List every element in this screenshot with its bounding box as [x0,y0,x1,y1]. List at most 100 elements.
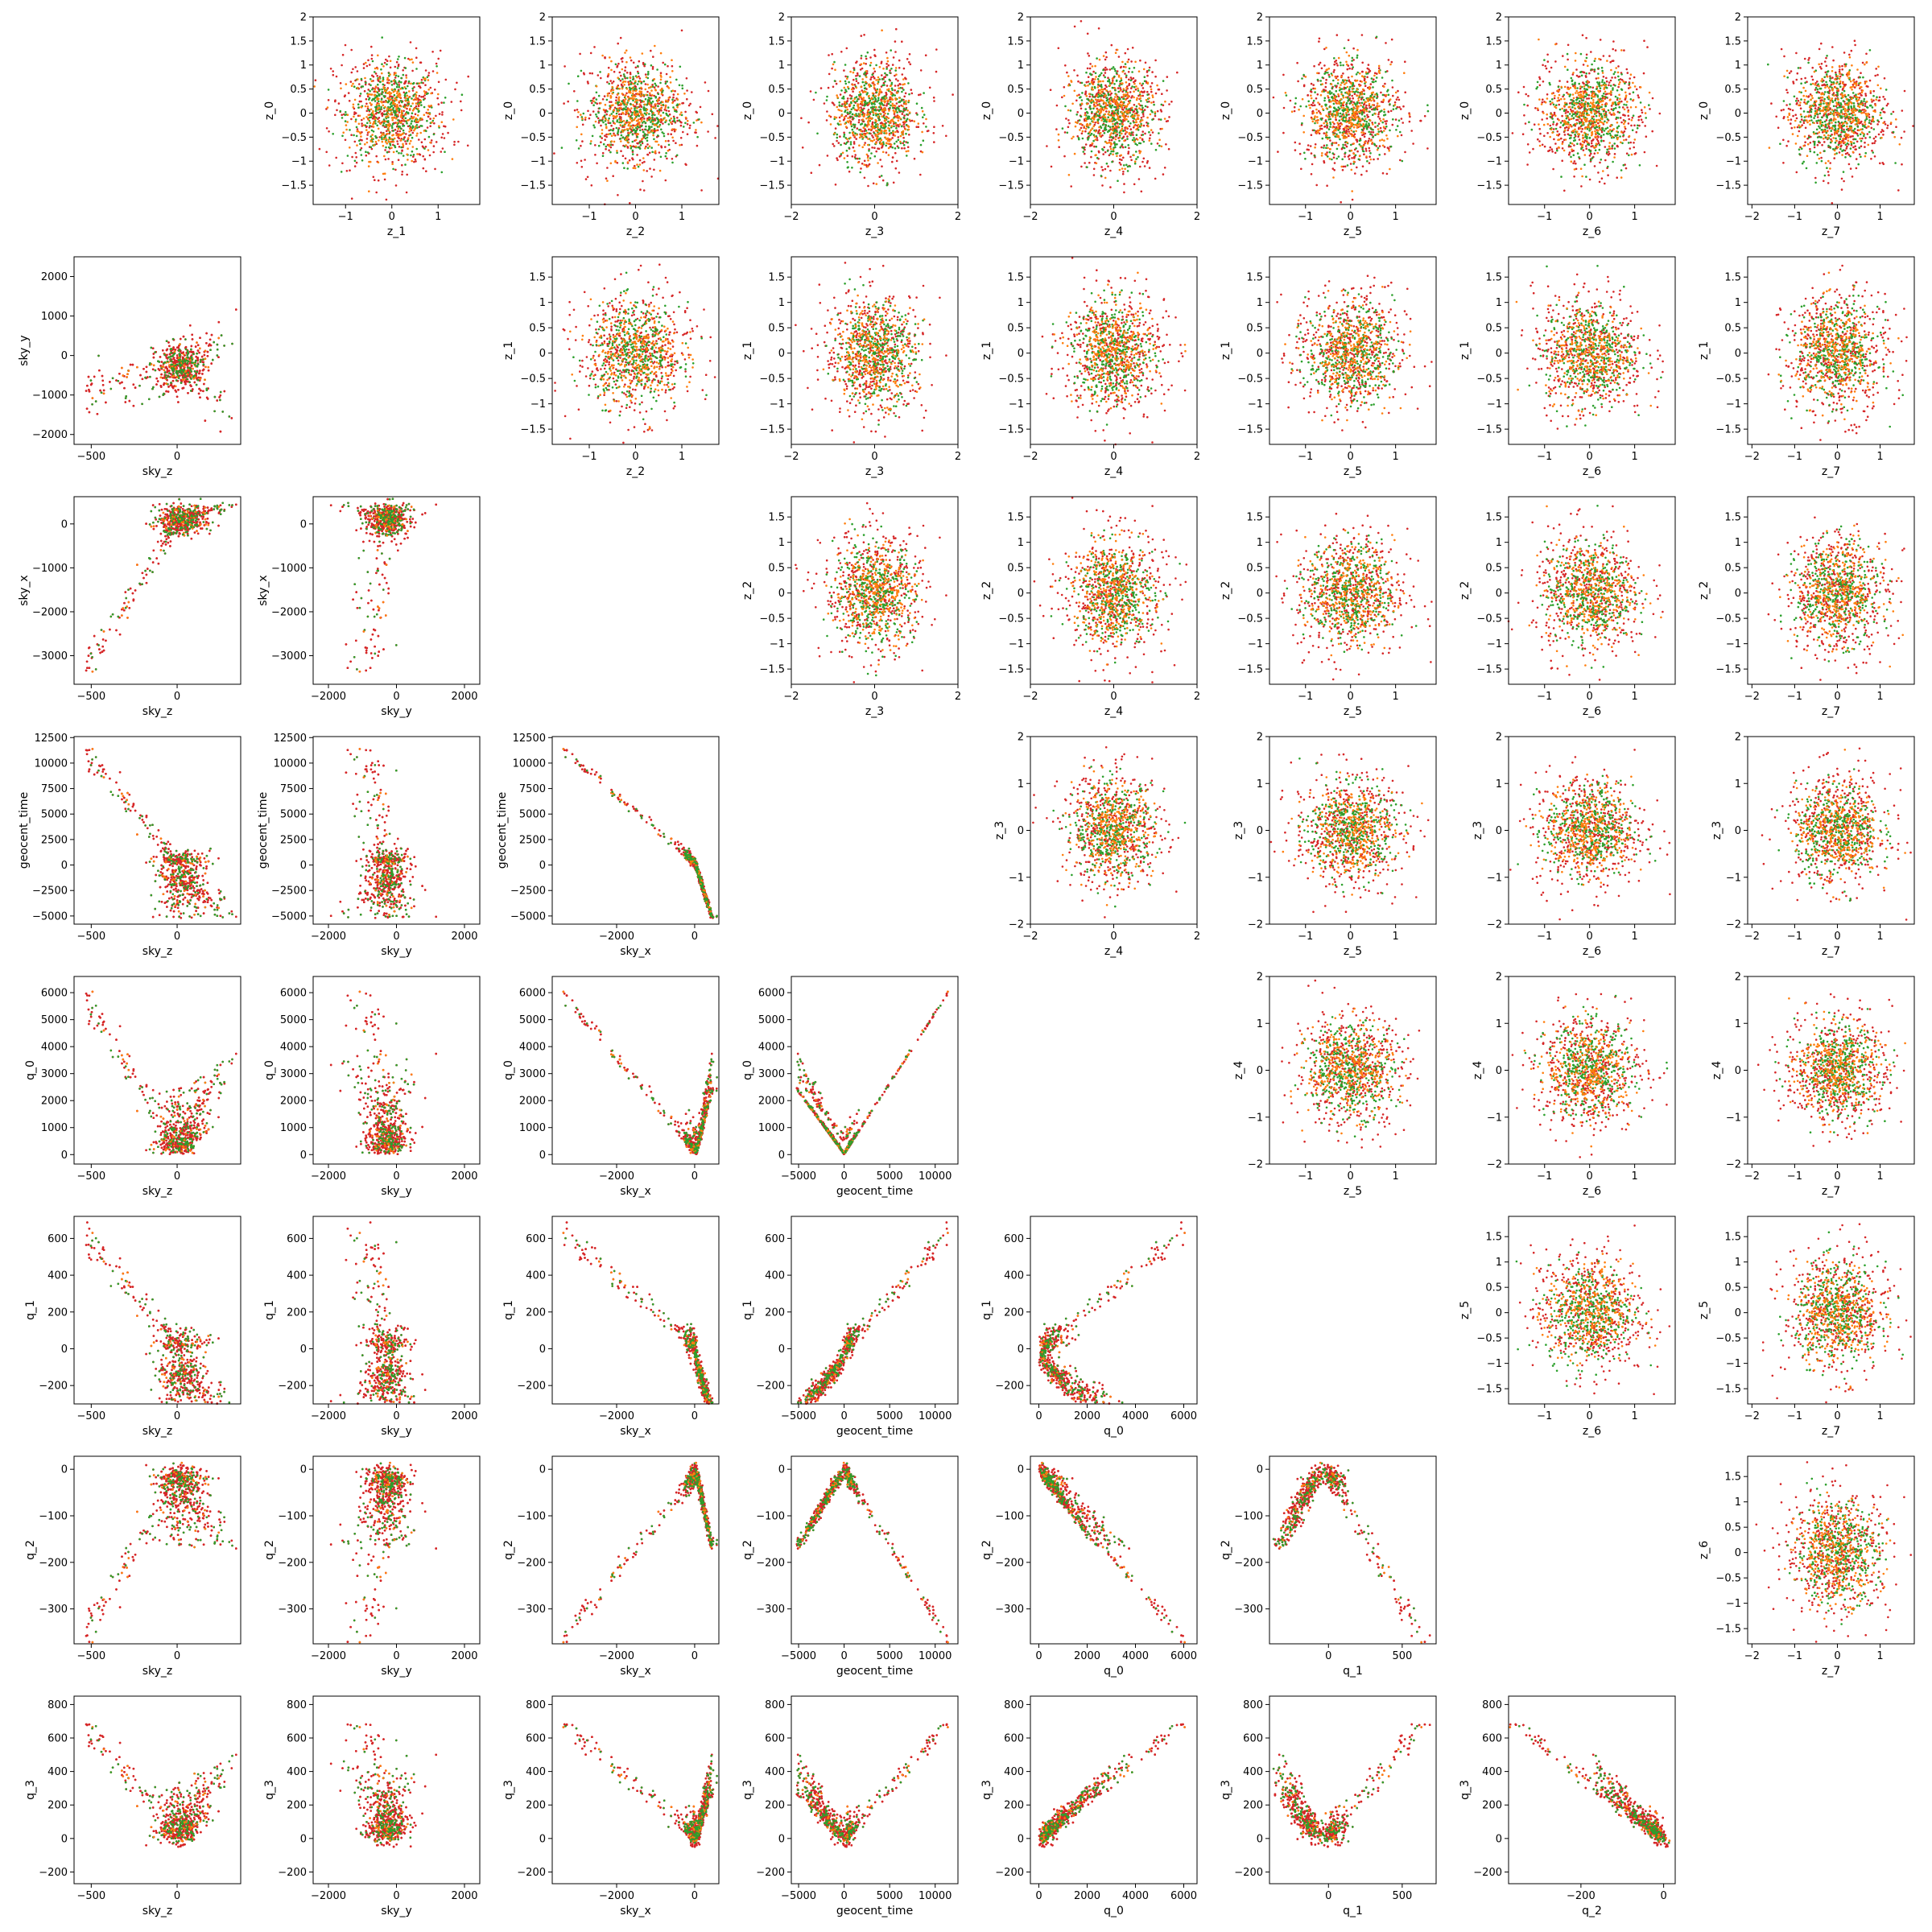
scatter-point [407,95,409,97]
scatter-point [377,108,379,110]
scatter-point [341,117,344,119]
scatter-point [553,152,555,155]
scatter-point [355,118,357,121]
scatter-point [654,83,656,85]
scatter-point [413,99,415,101]
scatter-point [313,85,316,88]
scatter-point [632,141,634,143]
scatter-point [652,66,654,68]
scatter-point [371,89,374,91]
scatter-point [626,72,629,74]
scatter-point [406,122,408,125]
scatter-point [610,125,613,127]
scatter-point [620,37,622,39]
scatter-point [412,95,415,97]
scatter-point [676,105,679,107]
scatter-point [411,88,414,90]
scatter-point [423,114,426,117]
scatter-point [695,111,697,114]
scatter-point [636,154,638,156]
scatter-point [404,82,407,85]
scatter-point [411,102,414,105]
scatter-point [650,175,653,178]
scatter-point [427,149,430,151]
scatter-point [345,83,348,85]
scatter-point [415,159,417,161]
scatter-point [383,134,386,136]
scatter-point [382,105,385,107]
scatter-point [671,98,674,101]
scatter-point [568,83,570,85]
scatter-point [392,123,394,126]
scatter-point [417,114,419,117]
scatter-point [386,133,389,135]
scatter-point [415,96,417,98]
scatter-point [660,145,663,147]
scatter-point [380,123,382,126]
scatter-point [609,133,612,135]
scatter-point [364,90,366,93]
scatter-point [411,151,414,153]
scatter-point [360,135,362,138]
scatter-point [580,145,582,147]
scatter-point [611,82,613,85]
scatter-point [686,89,688,92]
scatter-point [370,46,373,48]
scatter-point [341,114,343,116]
scatter-point [581,140,584,142]
scatter-point [602,155,605,157]
scatter-point [443,101,445,104]
scatter-point [407,119,409,122]
scatter-point [377,55,379,57]
scatter-point [563,102,565,105]
scatter-point [618,114,621,116]
scatter-point [642,180,644,183]
scatter-point [372,112,374,114]
scatter-point [394,76,397,79]
scatter-point [336,76,338,78]
scatter-point [383,155,386,158]
scatter-point [375,137,378,139]
scatter-point [400,147,402,149]
scatter-point [355,121,357,123]
scatter-point [413,161,415,163]
scatter-point [357,128,359,130]
scatter-point [379,81,382,84]
scatter-point [437,93,440,96]
scatter-point [354,165,357,167]
scatter-point [432,151,435,154]
scatter-point [639,147,642,150]
scatter-point [608,149,610,151]
scatter-point [430,87,432,89]
scatter-point [350,118,353,121]
scatter-point [396,151,398,153]
scatter-point [375,110,378,113]
scatter-point [410,105,412,108]
scatter-point [635,127,638,130]
scatter-point [680,125,683,127]
scatter-point [398,108,401,110]
scatter-point [354,66,357,68]
scatter-point [347,155,349,157]
scatter-point [423,94,426,97]
scatter-point [382,76,385,79]
y-tick-label: 0.5 [290,84,307,96]
scatter-point [427,74,430,76]
scatter-point [382,145,385,147]
scatter-point [433,118,436,120]
scatter-point [647,71,650,73]
scatter-point [369,102,371,105]
scatter-point [597,74,600,76]
scatter-point [361,122,363,125]
scatter-point [388,56,390,58]
scatter-point [426,120,428,122]
scatter-point [385,90,387,93]
scatter-point [366,142,369,144]
scatter-point [398,80,401,83]
scatter-point [671,65,674,68]
scatter-point [358,123,361,126]
scatter-point [592,135,594,138]
scatter-point [349,169,351,171]
scatter-point [364,143,366,146]
scatter-point [436,72,439,74]
